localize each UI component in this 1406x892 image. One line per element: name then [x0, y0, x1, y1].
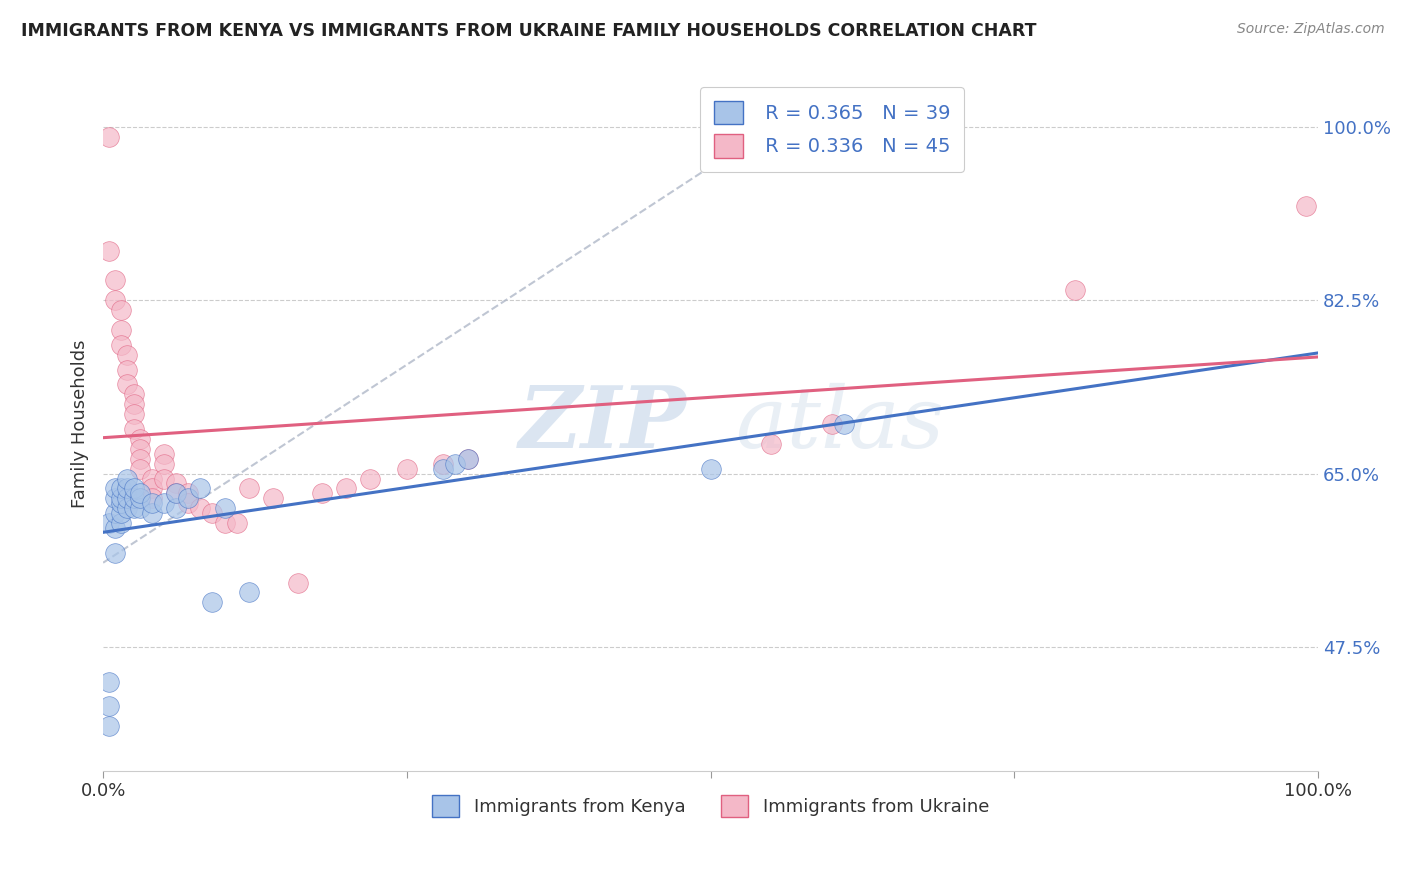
Point	[444, 457, 467, 471]
Point	[165, 476, 187, 491]
Point	[287, 575, 309, 590]
Point	[128, 501, 150, 516]
Point	[153, 457, 176, 471]
Point	[117, 471, 139, 485]
Point	[225, 516, 247, 530]
Point	[432, 457, 454, 471]
Point	[177, 491, 200, 506]
Point	[165, 501, 187, 516]
Point	[98, 719, 121, 733]
Point	[188, 501, 211, 516]
Text: ZIP: ZIP	[519, 383, 686, 466]
Point	[98, 674, 121, 689]
Point	[141, 496, 163, 510]
Point	[110, 496, 132, 510]
Point	[122, 407, 145, 421]
Text: Source: ZipAtlas.com: Source: ZipAtlas.com	[1237, 22, 1385, 37]
Point	[122, 397, 145, 411]
Point	[104, 482, 127, 496]
Point	[359, 471, 381, 485]
Point	[457, 451, 479, 466]
Point	[104, 273, 127, 287]
Point	[311, 486, 333, 500]
Point	[110, 338, 132, 352]
Y-axis label: Family Households: Family Households	[72, 340, 89, 508]
Point	[117, 501, 139, 516]
Point	[141, 471, 163, 485]
Point	[110, 482, 132, 496]
Point	[153, 496, 176, 510]
Point	[214, 516, 236, 530]
Point	[122, 482, 145, 496]
Point	[177, 486, 200, 500]
Point	[117, 377, 139, 392]
Point	[128, 491, 150, 506]
Point	[457, 451, 479, 466]
Point	[699, 461, 721, 475]
Point	[177, 496, 200, 510]
Point	[1064, 284, 1087, 298]
Point	[128, 432, 150, 446]
Point	[117, 362, 139, 376]
Point	[128, 451, 150, 466]
Point	[188, 482, 211, 496]
Point	[141, 491, 163, 506]
Text: atlas: atlas	[735, 383, 943, 466]
Point	[432, 461, 454, 475]
Point	[214, 501, 236, 516]
Point	[117, 348, 139, 362]
Point	[165, 486, 187, 500]
Point	[201, 506, 224, 520]
Point	[104, 293, 127, 308]
Point	[117, 491, 139, 506]
Point	[238, 482, 260, 496]
Point	[122, 491, 145, 506]
Point	[128, 486, 150, 500]
Point	[238, 585, 260, 599]
Point	[141, 506, 163, 520]
Point	[98, 244, 121, 258]
Point	[98, 699, 121, 714]
Point	[110, 323, 132, 337]
Point	[98, 129, 121, 144]
Point	[141, 482, 163, 496]
Point	[122, 387, 145, 401]
Point	[104, 521, 127, 535]
Point	[1295, 199, 1317, 213]
Point	[153, 471, 176, 485]
Point	[262, 491, 284, 506]
Point	[122, 501, 145, 516]
Point	[128, 461, 150, 475]
Point	[104, 506, 127, 520]
Legend: Immigrants from Kenya, Immigrants from Ukraine: Immigrants from Kenya, Immigrants from U…	[425, 788, 997, 824]
Point	[153, 447, 176, 461]
Point	[117, 482, 139, 496]
Point	[821, 417, 844, 431]
Point	[98, 516, 121, 530]
Point	[761, 437, 783, 451]
Point	[335, 482, 357, 496]
Point	[122, 422, 145, 436]
Point	[128, 442, 150, 456]
Point	[165, 486, 187, 500]
Point	[201, 595, 224, 609]
Point	[110, 506, 132, 520]
Point	[832, 417, 855, 431]
Point	[110, 491, 132, 506]
Point	[104, 546, 127, 560]
Text: IMMIGRANTS FROM KENYA VS IMMIGRANTS FROM UKRAINE FAMILY HOUSEHOLDS CORRELATION C: IMMIGRANTS FROM KENYA VS IMMIGRANTS FROM…	[21, 22, 1036, 40]
Point	[110, 303, 132, 318]
Point	[104, 491, 127, 506]
Point	[110, 516, 132, 530]
Point	[395, 461, 418, 475]
